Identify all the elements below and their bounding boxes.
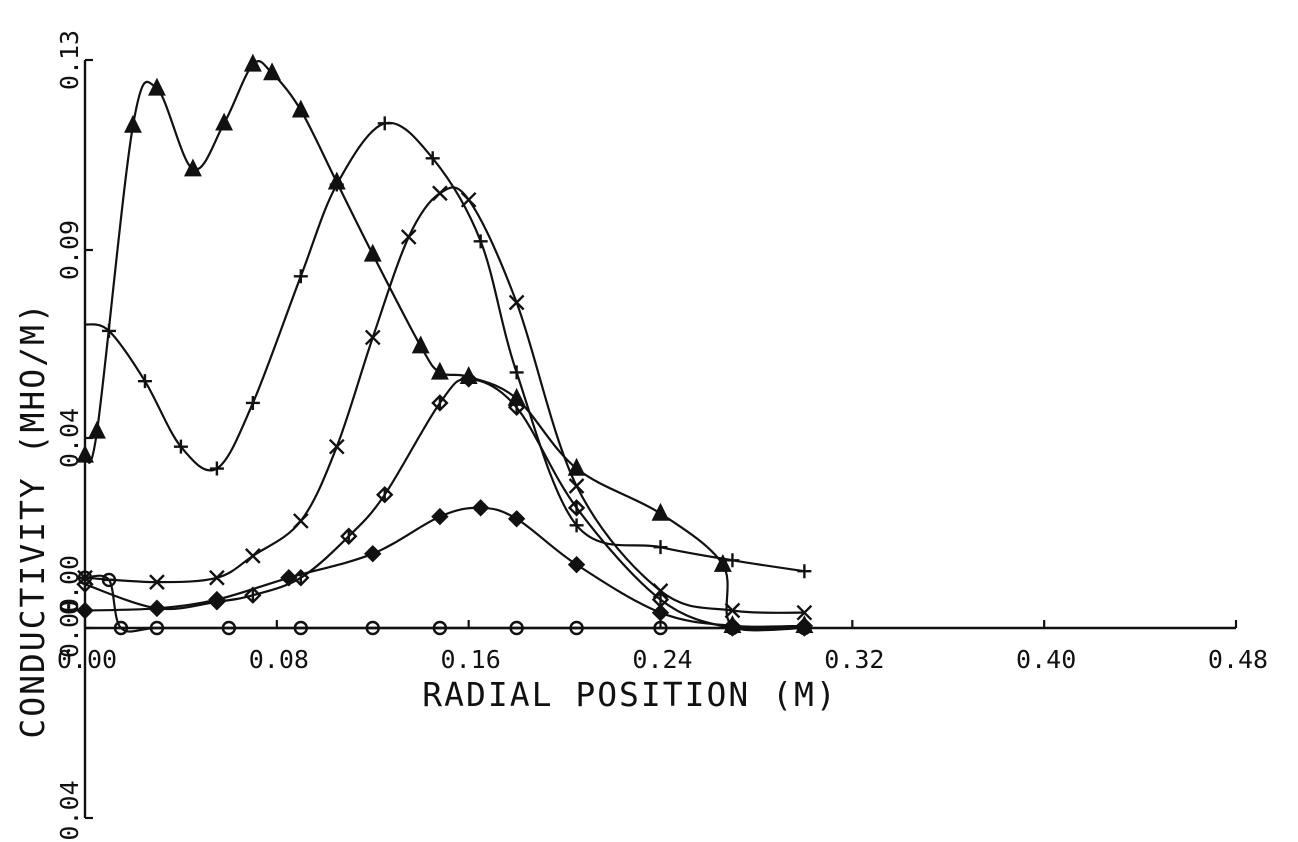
x-tick-label: 0.08	[249, 645, 309, 674]
triangle-marker	[651, 502, 670, 521]
series-plus	[84, 116, 812, 579]
plus-marker	[425, 151, 440, 166]
triangle-marker	[411, 335, 430, 354]
x-marker	[796, 604, 813, 621]
y-ticks: -0.040.000.040.090.130.00	[55, 30, 93, 842]
plus-marker	[101, 323, 116, 338]
plus-marker	[569, 518, 584, 533]
diamond-marker	[471, 499, 490, 517]
diamond-marker	[208, 590, 226, 609]
triangle-marker	[263, 62, 281, 81]
series-x	[77, 185, 813, 621]
plus-marker	[137, 374, 152, 389]
triangle-marker	[363, 243, 382, 262]
diamond-marker	[431, 507, 449, 526]
triangle-marker	[567, 457, 586, 476]
triangle-marker	[76, 444, 94, 463]
series-layer	[76, 53, 814, 637]
x-marker	[432, 185, 448, 202]
plus-marker	[293, 269, 308, 284]
series-line-diamond	[84, 506, 805, 628]
y-tick-label: 0.13	[55, 30, 84, 90]
x-marker	[149, 574, 165, 590]
x-marker	[400, 229, 417, 245]
diamond-marker	[280, 569, 298, 587]
y-tick-label: 0.09	[55, 220, 84, 280]
series-line-x	[84, 186, 805, 614]
triangle-marker	[430, 361, 449, 380]
plus-marker	[377, 116, 392, 131]
plus-marker	[653, 540, 668, 555]
x-marker	[292, 513, 309, 529]
x-marker	[508, 294, 525, 311]
plus-marker	[329, 177, 344, 192]
y-tick-label: -0.04	[55, 780, 84, 842]
triangle-marker	[243, 53, 262, 72]
diamond-marker	[651, 604, 670, 622]
diamond-marker	[507, 510, 526, 528]
triangle-marker	[291, 99, 310, 118]
x-marker	[328, 438, 345, 455]
plus-marker	[173, 439, 188, 454]
x-marker	[364, 329, 381, 346]
triangle-marker	[215, 112, 234, 131]
triangle-marker	[147, 77, 166, 96]
x-tick-label: 0.32	[824, 645, 884, 674]
triangle-marker	[88, 420, 106, 439]
plus-marker	[797, 564, 812, 579]
x-tick-label: 0.16	[441, 645, 501, 674]
x-marker	[460, 191, 477, 208]
triangle-marker	[183, 158, 202, 177]
diamond-marker	[76, 601, 94, 620]
plus-marker	[725, 553, 740, 568]
series-diamond	[76, 499, 814, 635]
diamond-marker	[567, 555, 586, 574]
plus-marker	[209, 461, 224, 476]
x-axis-title: RADIAL POSITION (M)	[422, 675, 838, 714]
x-marker	[209, 569, 225, 586]
x-marker	[568, 478, 585, 494]
x-tick-label: 0.00	[57, 645, 117, 674]
y-axis-title: CONDUCTIVITY (MHO/M)	[13, 301, 52, 738]
x-tick-label: 0.24	[632, 645, 692, 674]
plus-marker	[245, 395, 260, 410]
x-marker	[724, 602, 741, 619]
plus-marker	[509, 365, 524, 380]
triangle-marker	[124, 114, 142, 133]
x-tick-label: 0.48	[1208, 645, 1268, 674]
diamond-marker	[148, 599, 166, 618]
series-line-triangle	[83, 60, 805, 632]
series-line-diamond-cross	[84, 377, 805, 632]
x-marker	[245, 548, 261, 564]
diamond-marker	[364, 545, 382, 563]
series-triangle	[76, 53, 814, 634]
series-circle	[77, 570, 812, 636]
plus-marker	[473, 234, 488, 249]
x-ticks: 0.00 0.08 0.16 0.24 0.32 0.40 0.48	[57, 620, 1268, 674]
x-tick-label: 0.40	[1016, 645, 1076, 674]
series-diamond-cross	[76, 370, 814, 637]
triangle-marker	[713, 553, 732, 572]
